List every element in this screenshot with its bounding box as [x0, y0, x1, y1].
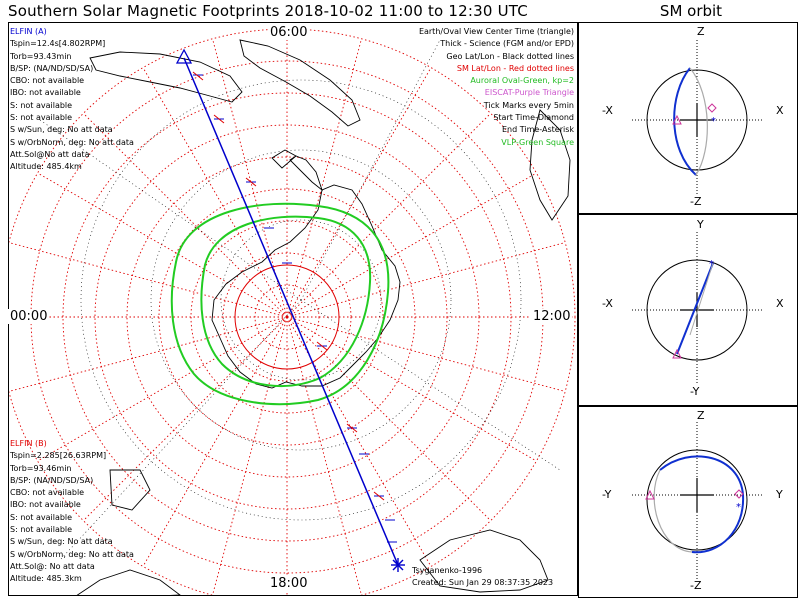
elfin-a-line: Torb=93.43min — [10, 51, 72, 61]
legend-item: Auroral Oval-Green, kp=2 — [470, 76, 574, 86]
elfin-b-line: S w/OrbNorm, deg: No att data — [10, 549, 134, 559]
orbit2-bottom-label: -Y — [690, 385, 700, 398]
view-center-triangle — [175, 48, 193, 64]
legend-item: End Time-Asterisk — [501, 125, 574, 135]
orbit-panel-yz — [578, 406, 798, 598]
elfin-b-line: Att.Sol@: No att data — [10, 561, 95, 571]
svg-text:*: * — [736, 502, 741, 513]
elfin-b-line: Tspin=2.285[26.63RPM] — [10, 451, 107, 461]
orbit1-left-label: -X — [602, 104, 613, 117]
elfin-b-info: ELFIN (B) Tspin=2.285[26.63RPM] Torb=93.… — [10, 438, 134, 586]
track-tick-marks — [193, 74, 397, 543]
time-label-top: 06:00 — [268, 25, 310, 40]
end-time-asterisk — [391, 558, 405, 572]
orbit-panel-xz — [578, 22, 798, 214]
legend-item: Tick Marks every 5min — [483, 100, 574, 110]
legend-item: VLP-Green Square — [501, 137, 574, 147]
orbit-xz-plot: * — [632, 40, 762, 195]
elfin-b-line: S w/Sun, deg: No att data — [10, 537, 113, 547]
orbit-title: SM orbit — [659, 2, 723, 20]
elfin-a-line: B/SP: (NA/ND/SD/SA) — [10, 63, 94, 73]
elfin-b-line: S: not available — [10, 512, 73, 522]
legend-item: SM Lat/Lon - Red dotted lines — [456, 63, 574, 73]
time-label-bottom: 18:00 — [268, 576, 310, 591]
legend-item: Thick - Science (FGM and/or EPD) — [440, 39, 574, 49]
legend-item: EISCAT-Purple Triangle — [484, 88, 574, 98]
elfin-a-info: ELFIN (A) Tspin=12.4s[4.802RPM] Torb=93.… — [10, 26, 134, 174]
orbit-panel-xy — [578, 214, 798, 406]
elfin-b-line: Altitude: 485.3km — [10, 574, 82, 584]
inner-sm-circle — [234, 264, 340, 370]
elfin-b-line: CBO: not available — [10, 488, 85, 498]
orbit-xy-plot: * — [632, 232, 762, 385]
orbit3-bottom-label: -Z — [690, 579, 702, 592]
elfin-a-line: S w/OrbNorm, deg: No att data — [10, 137, 134, 147]
legend: Earth/Oval View Center Time (triangle) T… — [419, 26, 574, 149]
orbit2-right-label: X — [776, 297, 784, 310]
auroral-oval — [170, 202, 390, 406]
time-label-right: 12:00 — [531, 309, 573, 324]
orbit3-top-label: Z — [697, 409, 705, 422]
orbit1-bottom-label: -Z — [690, 195, 702, 208]
elfin-b-line: S: not available — [10, 525, 73, 535]
orbit2-top-label: Y — [697, 218, 704, 231]
page-title: Southern Solar Magnetic Footprints 2018-… — [8, 2, 528, 20]
orbit1-right-label: X — [776, 104, 784, 117]
elfin-a-line: Att.Sol@No att data — [10, 149, 90, 159]
orbit1-top-label: Z — [697, 25, 705, 38]
elfin-b-name: ELFIN (B) — [10, 439, 47, 448]
elfin-a-line: IBO: not available — [10, 88, 81, 98]
elfin-a-name: ELFIN (A) — [10, 27, 47, 36]
svg-text:*: * — [711, 116, 716, 127]
legend-item: Earth/Oval View Center Time (triangle) — [418, 27, 574, 36]
elfin-a-line: Tspin=12.4s[4.802RPM] — [10, 39, 106, 49]
coastlines — [76, 39, 571, 595]
elfin-a-line: S: not available — [10, 113, 73, 123]
elfin-a-line: Altitude: 485.4km — [10, 162, 82, 172]
svg-text:*: * — [709, 259, 714, 270]
satellite-track — [175, 48, 405, 572]
legend-item: Geo Lat/Lon - Black dotted lines — [446, 51, 574, 61]
elfin-a-line: S w/Sun, deg: No att data — [10, 125, 113, 135]
elfin-a-line: S: not available — [10, 100, 73, 110]
time-label-left: 00:00 — [8, 309, 50, 324]
footer: Tsyganenko-1996 Created: Sun Jan 29 08:3… — [412, 565, 553, 590]
orbit3-left-label: -Y — [602, 488, 612, 501]
legend-item: Start Time-Diamond — [493, 113, 574, 123]
model-label: Tsyganenko-1996 — [412, 566, 483, 575]
orbit3-right-label: Y — [776, 488, 783, 501]
elfin-a-line: CBO: not available — [10, 76, 85, 86]
created-label: Created: Sun Jan 29 08:37:35 2023 — [412, 578, 554, 588]
orbit-yz-plot: * — [632, 422, 762, 580]
orbit2-left-label: -X — [602, 297, 613, 310]
elfin-b-line: IBO: not available — [10, 500, 81, 510]
elfin-b-line: B/SP: (NA/ND/SD/SA) — [10, 475, 94, 485]
elfin-b-line: Torb=93.46min — [10, 463, 72, 473]
